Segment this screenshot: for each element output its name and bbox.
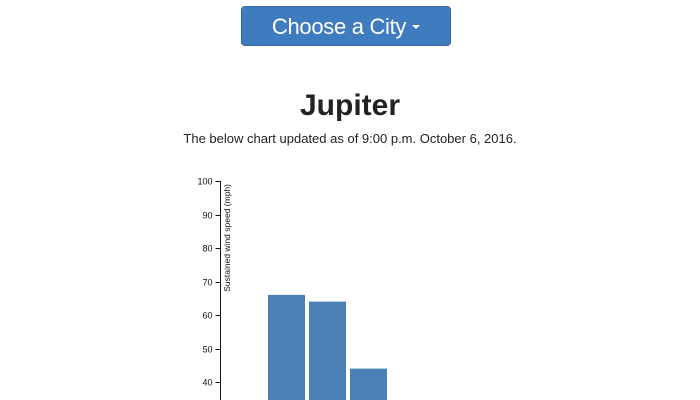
y-tick-label: 90: [202, 211, 212, 221]
choose-city-label: Choose a City: [271, 14, 407, 39]
bars: [268, 294, 387, 400]
page-title: Jupiter: [299, 89, 401, 122]
bar: [350, 368, 387, 400]
y-tick-label: 100: [197, 177, 212, 187]
y-tick-label: 50: [202, 345, 212, 355]
choose-city-button[interactable]: Choose a City: [241, 6, 451, 46]
y-tick-label: 80: [202, 244, 212, 254]
bar: [309, 301, 346, 400]
update-timestamp-text: The below chart updated as of 9:00 p.m. …: [183, 131, 517, 146]
y-tick-label: 40: [202, 378, 212, 388]
y-tick-label: 70: [202, 278, 212, 288]
bar: [268, 294, 305, 400]
caret-down-icon: [412, 25, 421, 30]
y-tick-label: 60: [202, 311, 212, 321]
y-axis-label: Sustained wind speed (mph): [222, 184, 232, 292]
y-axis: 40 50 60 70 80 90 100: [197, 177, 221, 400]
